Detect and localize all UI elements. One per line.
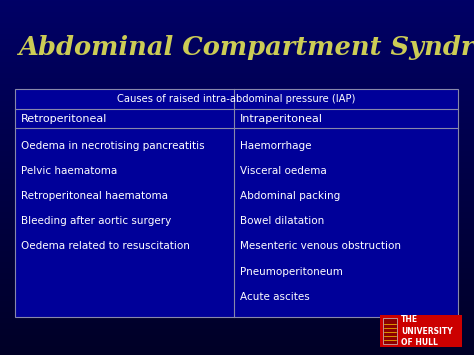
Text: Bleeding after aortic surgery: Bleeding after aortic surgery	[21, 216, 171, 226]
Text: Haemorrhage: Haemorrhage	[240, 141, 312, 151]
Text: Acute ascites: Acute ascites	[240, 292, 310, 302]
Text: Bowel dilatation: Bowel dilatation	[240, 216, 325, 226]
Bar	[15, 89, 458, 317]
Text: Mesenteric venous obstruction: Mesenteric venous obstruction	[240, 241, 401, 251]
Text: THE
UNIVERSITY
OF HULL: THE UNIVERSITY OF HULL	[401, 315, 453, 347]
Text: Abdominal Compartment Syndrome: Abdominal Compartment Syndrome	[18, 34, 474, 60]
Bar	[383, 318, 397, 344]
Text: Retroperitoneal: Retroperitoneal	[21, 114, 108, 124]
Text: Intraperitoneal: Intraperitoneal	[240, 114, 323, 124]
Text: Oedema related to resuscitation: Oedema related to resuscitation	[21, 241, 190, 251]
Bar	[380, 315, 462, 347]
Text: Visceral oedema: Visceral oedema	[240, 166, 327, 176]
Text: Pneumoperitoneum: Pneumoperitoneum	[240, 267, 343, 277]
Text: Causes of raised intra-abdominal pressure (IAP): Causes of raised intra-abdominal pressur…	[117, 94, 356, 104]
Text: Abdominal packing: Abdominal packing	[240, 191, 340, 201]
Text: Retroperitoneal haematoma: Retroperitoneal haematoma	[21, 191, 168, 201]
Text: Oedema in necrotising pancreatitis: Oedema in necrotising pancreatitis	[21, 141, 205, 151]
Text: Pelvic haematoma: Pelvic haematoma	[21, 166, 117, 176]
